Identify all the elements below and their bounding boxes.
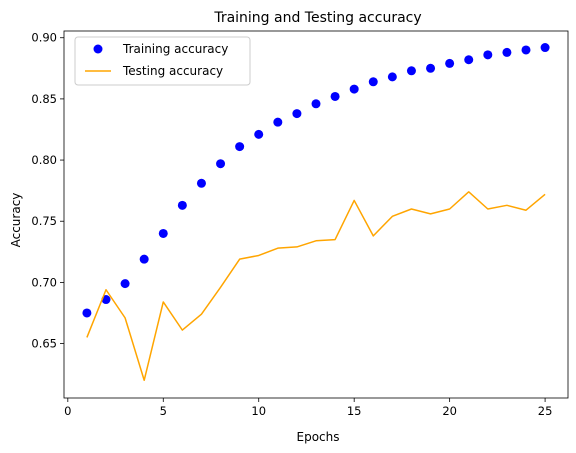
x-tick-label: 20: [442, 404, 457, 418]
legend-box: [74, 36, 251, 86]
training-accuracy-point: [196, 178, 206, 188]
plot-frame: [63, 30, 569, 399]
x-tick-label: 25: [538, 404, 553, 418]
training-accuracy-point: [311, 99, 321, 109]
legend: Training accuracy Testing accuracy: [74, 36, 251, 86]
y-axis-label: Accuracy: [9, 193, 23, 248]
plot-area: 0 5 10 15 20 25 0.65 0.70 0.75 0.80 0.85 0.90: [31, 30, 569, 418]
training-accuracy-point: [464, 55, 474, 65]
training-accuracy-point: [521, 45, 531, 55]
training-accuracy-point: [349, 84, 359, 94]
training-accuracy-point: [387, 72, 397, 82]
training-accuracy-point: [120, 279, 130, 289]
training-accuracy-point: [292, 109, 302, 119]
legend-swatch-marker: [93, 44, 103, 54]
chart-title: Training and Testing accuracy: [213, 10, 421, 26]
training-accuracy-point: [139, 254, 149, 264]
training-accuracy-point: [177, 200, 187, 210]
training-accuracy-point: [216, 159, 226, 169]
training-accuracy-point: [406, 66, 416, 76]
training-accuracy-point: [235, 142, 245, 152]
y-tick-label: 0.65: [31, 337, 57, 351]
training-accuracy-point: [254, 129, 264, 139]
legend-label: Training accuracy: [122, 42, 228, 56]
training-accuracy-point: [273, 117, 283, 127]
y-tick-label: 0.80: [31, 153, 57, 167]
training-accuracy-point: [330, 91, 340, 101]
y-tick-label: 0.90: [31, 31, 57, 45]
training-accuracy-point: [82, 308, 92, 318]
y-tick-label: 0.75: [31, 214, 57, 228]
x-tick-label: 15: [347, 404, 362, 418]
training-accuracy-point: [502, 47, 512, 57]
training-accuracy-point: [445, 58, 455, 68]
testing-accuracy-line: [86, 191, 546, 382]
x-tick-label: 5: [160, 404, 167, 418]
x-tick-label: 0: [64, 404, 71, 418]
training-accuracy-point: [540, 43, 550, 53]
training-accuracy-point: [426, 63, 436, 73]
training-accuracy-point: [158, 228, 168, 238]
x-axis-label: Epochs: [297, 430, 340, 444]
training-accuracy-point: [483, 50, 493, 60]
y-tick-label: 0.85: [31, 92, 57, 106]
legend-label: Testing accuracy: [122, 64, 223, 78]
x-tick-label: 10: [251, 404, 266, 418]
training-accuracy-point: [368, 77, 378, 87]
y-tick-label: 0.70: [31, 275, 57, 289]
